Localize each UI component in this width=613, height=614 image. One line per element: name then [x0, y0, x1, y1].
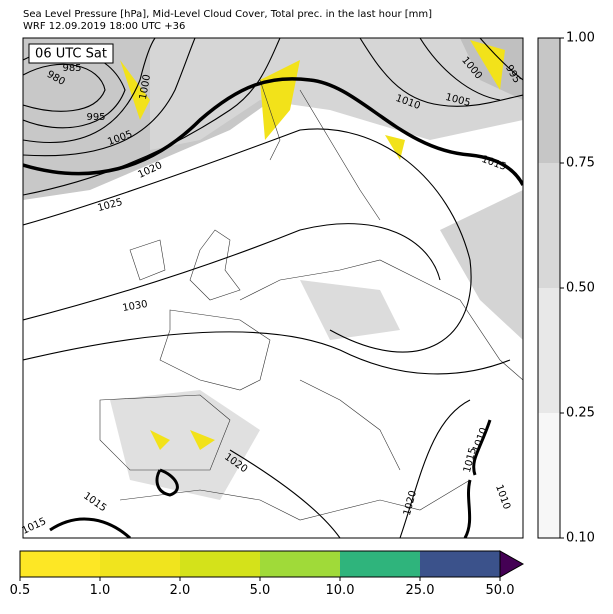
colorbar-segment	[420, 551, 500, 577]
tick-label: 0.5	[10, 583, 31, 598]
tick-label: 1.0	[90, 583, 111, 598]
tick-label: 50.0	[486, 583, 515, 598]
title: Sea Level Pressure [hPa], Mid-Level Clou…	[23, 9, 432, 20]
colorbar-segment	[260, 551, 340, 577]
isobar-label: 995	[86, 112, 105, 123]
tick-label: 2.0	[170, 583, 191, 598]
tick-label: 0.50	[566, 281, 595, 296]
colorbar-extend	[499, 550, 525, 578]
colorbar-segment	[538, 413, 560, 538]
map: 06 UTC Sat 985 980 995 1000 1005 1020 10…	[20, 37, 524, 539]
cloud-colorbar: 0.10 0.25 0.50 0.75 1.00	[537, 31, 595, 546]
isobar-label: 1030	[122, 299, 149, 314]
colorbar-segment	[538, 163, 560, 288]
colorbar-segment	[340, 551, 420, 577]
colorbar-segment	[538, 38, 560, 163]
tick-label: 0.25	[566, 406, 595, 421]
tick-label: 5.0	[250, 583, 271, 598]
colorbar-segment	[180, 551, 260, 577]
tick-label: 0.75	[566, 156, 595, 171]
tick-label: 0.10	[566, 531, 595, 546]
subtitle: WRF 12.09.2019 18:00 UTC +36	[23, 21, 185, 32]
tick-label: 25.0	[406, 583, 435, 598]
isobar-label: 1000	[138, 74, 153, 101]
tick-label: 10.0	[326, 583, 355, 598]
precip-colorbar: 0.5 1.0 2.0 5.0 10.0 25.0 50.0	[10, 550, 525, 598]
colorbar-segment	[100, 551, 180, 577]
tick-label: 1.00	[566, 31, 595, 46]
colorbar-segment	[20, 551, 100, 577]
isobar-label: 985	[62, 63, 81, 74]
colorbar-segment	[538, 288, 560, 413]
time-label: 06 UTC Sat	[35, 47, 107, 62]
